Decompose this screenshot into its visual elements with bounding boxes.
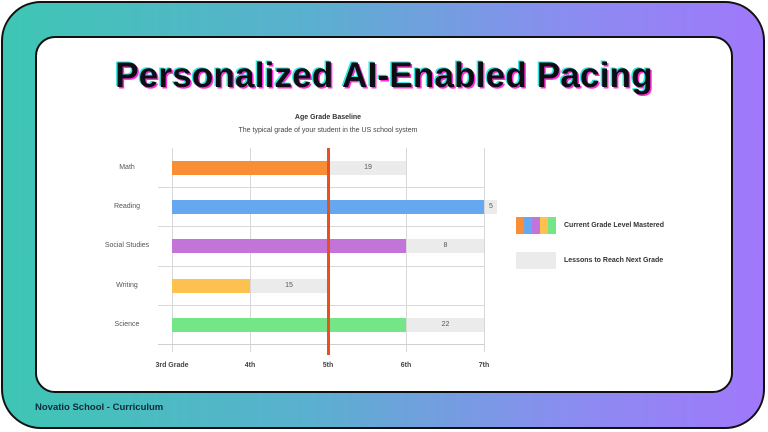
row-label-science: Science	[114, 321, 140, 328]
x-tick-7th: 7th	[478, 362, 490, 369]
chart-title: Age Grade Baseline	[294, 114, 362, 121]
bar-science-lessons: 22	[407, 318, 484, 332]
legend-swatch-mastered	[516, 217, 556, 234]
x-tick-5th: 5th	[322, 362, 334, 369]
legend-label-lessons: Lessons to Reach Next Grade	[564, 257, 664, 264]
bar-math-mastered	[172, 161, 328, 175]
gridline-7th	[484, 148, 485, 352]
age-grade-baseline-line	[327, 148, 330, 355]
bar-writing-mastered	[172, 279, 250, 293]
row-divider	[158, 266, 485, 267]
bar-science-mastered	[172, 318, 406, 332]
row-divider	[158, 187, 485, 188]
bar-writing-lessons: 15	[251, 279, 327, 293]
row-divider	[158, 305, 485, 306]
legend-label-mastered: Current Grade Level Mastered	[564, 222, 664, 229]
row-label-social-studies: Social Studies	[104, 242, 150, 249]
bar-reading-lessons: 5	[485, 200, 497, 214]
x-tick-4th: 4th	[244, 362, 256, 369]
x-axis-line	[158, 344, 485, 345]
chart-subtitle: The typical grade of your student in the…	[238, 127, 418, 134]
gridline-6th	[406, 148, 407, 352]
x-tick-3rd: 3rd Grade	[155, 362, 189, 369]
bar-social-studies-lessons: 8	[407, 239, 484, 253]
slide-card	[35, 36, 733, 393]
footer-caption: Novatio School - Curriculum	[35, 402, 164, 413]
bar-math-lessons: 19	[330, 161, 406, 175]
row-label-math: Math	[119, 164, 135, 171]
row-label-writing: Writing	[116, 282, 138, 289]
x-tick-6th: 6th	[400, 362, 412, 369]
bar-social-studies-mastered	[172, 239, 406, 253]
row-divider	[158, 226, 485, 227]
legend-swatch-lessons	[516, 252, 556, 269]
slide-title: Personalized AI-Enabled Pacing	[115, 56, 653, 95]
row-label-reading: Reading	[113, 203, 141, 210]
